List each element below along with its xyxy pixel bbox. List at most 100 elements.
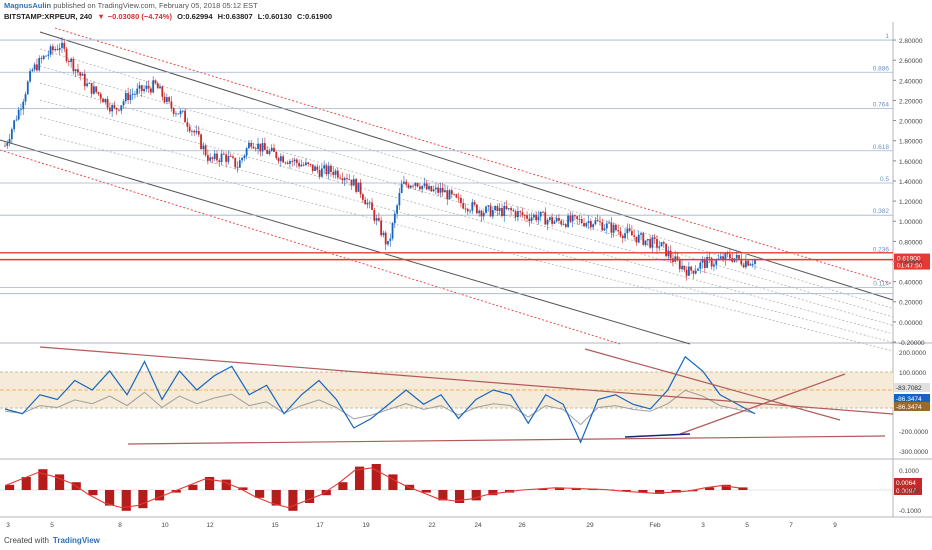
candle-body bbox=[86, 83, 88, 87]
candle-body bbox=[423, 183, 426, 186]
candle-body bbox=[710, 258, 713, 267]
time-tick-label: 3 bbox=[6, 522, 10, 529]
macd-histogram-bar bbox=[188, 484, 198, 490]
fib-label: 0.618 bbox=[873, 144, 890, 151]
candle-body bbox=[571, 215, 574, 222]
candle-body bbox=[535, 214, 538, 221]
candle-body bbox=[350, 179, 353, 186]
channel-mid bbox=[39, 48, 894, 309]
candle-body bbox=[298, 162, 300, 167]
candle-body bbox=[635, 236, 638, 243]
candle-body bbox=[366, 202, 369, 205]
candle-body bbox=[685, 269, 688, 276]
candle-body bbox=[738, 255, 740, 259]
candle-body bbox=[6, 142, 9, 146]
candle-body bbox=[441, 187, 444, 193]
macd-histogram-bar bbox=[55, 474, 65, 490]
symbol-label[interactable]: BITSTAMP:XRPEUR, 240 bbox=[4, 12, 93, 21]
trendline-wedge-bottom bbox=[679, 373, 846, 435]
price-tick-label: 0.00000 bbox=[899, 320, 923, 327]
candle-body bbox=[393, 213, 396, 224]
macd-tick-label: -0.1000 bbox=[899, 508, 921, 515]
time-tick-label: 24 bbox=[474, 522, 482, 529]
candle-body bbox=[163, 96, 166, 103]
candle-body bbox=[517, 211, 519, 218]
candle-body bbox=[81, 73, 84, 76]
candle-body bbox=[343, 178, 346, 181]
candle-body bbox=[656, 238, 658, 248]
candle-body bbox=[405, 181, 408, 185]
macd-histogram-bar bbox=[5, 484, 15, 490]
candle-body bbox=[108, 107, 111, 112]
candle-body bbox=[22, 101, 25, 110]
candle-body bbox=[498, 207, 501, 212]
candle-body bbox=[719, 256, 722, 259]
candle-body bbox=[708, 257, 711, 259]
candle-body bbox=[279, 156, 282, 162]
candle-body bbox=[487, 205, 490, 207]
author-name[interactable]: MagnusAulin bbox=[4, 1, 52, 10]
trendline-lower bbox=[127, 435, 886, 445]
candle-body bbox=[357, 182, 360, 192]
candle-body bbox=[359, 182, 362, 195]
candle-body bbox=[90, 83, 93, 94]
candle-body bbox=[703, 259, 706, 268]
macd-tick-label: 0.0000 bbox=[899, 488, 919, 495]
macd-value-box bbox=[894, 486, 922, 495]
channel-outer-upper bbox=[54, 27, 894, 285]
time-tick-label: 19 bbox=[362, 522, 370, 529]
candle-body bbox=[665, 243, 667, 257]
candle-body bbox=[724, 253, 727, 261]
oscillator-signal-line bbox=[4, 389, 756, 426]
macd-histogram-bar bbox=[371, 464, 381, 490]
candle-body bbox=[334, 170, 337, 175]
candle-body bbox=[156, 83, 159, 89]
candle-body bbox=[448, 190, 451, 200]
candle-body bbox=[532, 214, 535, 218]
price-tick-label: 0.20000 bbox=[899, 300, 923, 307]
time-tick-label: 17 bbox=[316, 522, 324, 529]
candle-body bbox=[660, 242, 663, 247]
macd-histogram-bar bbox=[271, 490, 281, 506]
candle-body bbox=[236, 167, 239, 169]
candle-body bbox=[558, 218, 560, 221]
candle-body bbox=[409, 185, 412, 188]
candle-body bbox=[687, 266, 690, 276]
candle-body bbox=[555, 218, 558, 222]
tradingview-logo-icon[interactable]: TradingView bbox=[52, 536, 100, 545]
price-tick-label: 2.40000 bbox=[899, 78, 923, 85]
candle-body bbox=[177, 113, 180, 115]
candle-body bbox=[346, 178, 348, 180]
candle-body bbox=[291, 161, 294, 162]
candle-body bbox=[407, 184, 410, 188]
candle-body bbox=[553, 221, 556, 224]
candle-body bbox=[569, 215, 572, 222]
macd-histogram-bar bbox=[288, 490, 298, 511]
price-tick-label: 2.80000 bbox=[899, 38, 923, 45]
candle-body bbox=[38, 58, 41, 71]
candle-body bbox=[729, 254, 731, 259]
candle-body bbox=[17, 109, 20, 120]
candle-body bbox=[273, 147, 275, 152]
candle-body bbox=[222, 153, 225, 155]
candle-body bbox=[578, 219, 581, 220]
candle-body bbox=[200, 134, 202, 150]
candle-body bbox=[259, 143, 262, 152]
candle-body bbox=[314, 166, 316, 171]
price-tick-label: 1.40000 bbox=[899, 179, 923, 186]
candle-body bbox=[749, 264, 752, 266]
candle-body bbox=[548, 217, 551, 220]
candle-body bbox=[751, 263, 754, 265]
candle-body bbox=[36, 64, 38, 71]
open-value: O:0.62994 bbox=[177, 12, 213, 21]
macd-histogram-bar bbox=[638, 490, 648, 493]
candle-body bbox=[131, 94, 134, 96]
chart-canvas[interactable]: 1 0.886 0.764 0.618 0.5 0.382 0.236 0.114 0.619… bbox=[0, 22, 932, 532]
macd-histogram-bar bbox=[671, 490, 681, 493]
high-value: H:0.63807 bbox=[217, 12, 253, 21]
osc-value-box bbox=[894, 394, 930, 403]
candle-body bbox=[263, 143, 266, 150]
candle-body bbox=[485, 206, 487, 213]
candle-body bbox=[26, 81, 29, 95]
